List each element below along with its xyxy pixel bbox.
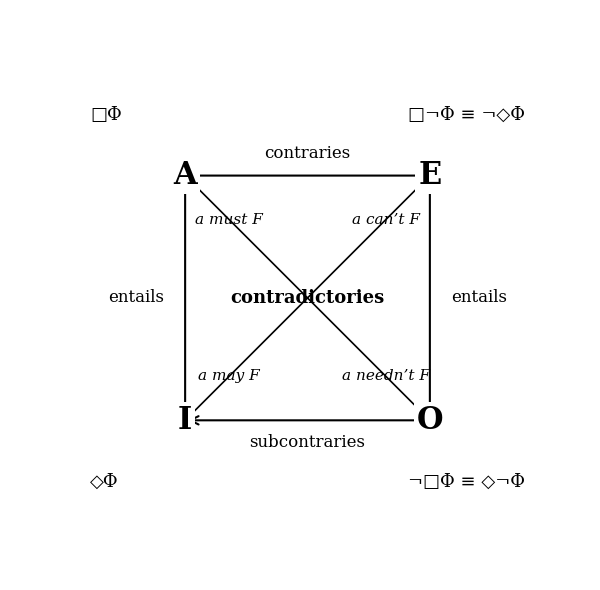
- Text: a needn’t F: a needn’t F: [342, 369, 430, 384]
- Text: □¬Φ ≡ ¬◇Φ: □¬Φ ≡ ¬◇Φ: [408, 106, 525, 123]
- Text: entails: entails: [108, 290, 164, 306]
- Text: a must F: a must F: [195, 212, 263, 227]
- Text: ◇Φ: ◇Φ: [90, 473, 119, 490]
- Text: A: A: [173, 160, 197, 191]
- Text: ¬□Φ ≡ ◇¬Φ: ¬□Φ ≡ ◇¬Φ: [408, 473, 525, 490]
- Text: subcontraries: subcontraries: [250, 434, 365, 451]
- Text: a can’t F: a can’t F: [352, 212, 420, 227]
- Text: contraries: contraries: [265, 145, 350, 162]
- Text: contradictories: contradictories: [230, 289, 385, 307]
- Text: E: E: [418, 160, 442, 191]
- Text: □Φ: □Φ: [90, 106, 122, 123]
- Text: a may F: a may F: [199, 369, 260, 384]
- Text: entails: entails: [451, 290, 507, 306]
- Text: O: O: [416, 405, 443, 436]
- Text: I: I: [178, 405, 192, 436]
